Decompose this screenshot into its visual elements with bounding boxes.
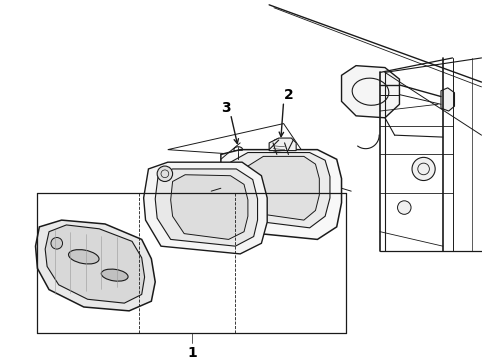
Polygon shape bbox=[248, 156, 319, 220]
Polygon shape bbox=[155, 169, 258, 246]
Text: 2: 2 bbox=[284, 87, 294, 102]
Circle shape bbox=[397, 201, 411, 214]
Ellipse shape bbox=[69, 249, 99, 264]
Circle shape bbox=[157, 166, 172, 181]
Ellipse shape bbox=[101, 269, 128, 281]
Polygon shape bbox=[342, 66, 399, 118]
Polygon shape bbox=[144, 162, 267, 254]
Circle shape bbox=[51, 238, 63, 249]
Polygon shape bbox=[230, 153, 330, 228]
Polygon shape bbox=[171, 175, 248, 239]
Polygon shape bbox=[441, 88, 455, 111]
Polygon shape bbox=[221, 150, 342, 239]
Circle shape bbox=[412, 157, 435, 180]
Text: 3: 3 bbox=[221, 101, 230, 115]
Polygon shape bbox=[45, 225, 145, 303]
Polygon shape bbox=[35, 220, 155, 311]
Text: 1: 1 bbox=[187, 346, 197, 360]
Polygon shape bbox=[269, 138, 296, 150]
